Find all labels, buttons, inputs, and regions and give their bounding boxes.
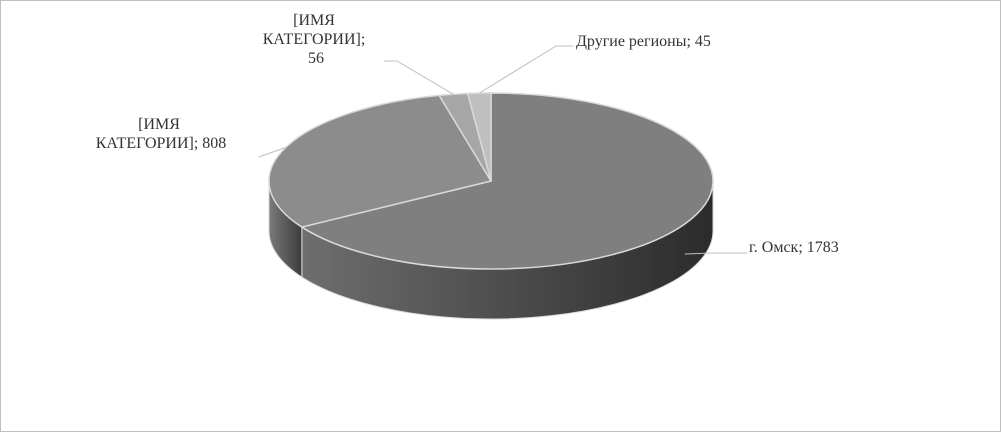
label-category-808: [ИМЯ КАТЕГОРИИ]; 808 xyxy=(96,116,227,152)
leader-line-3 xyxy=(479,45,573,94)
leader-line-1 xyxy=(258,146,287,158)
label-category-56: [ИМЯ КАТЕГОРИИ]; 56 xyxy=(263,12,370,67)
leader-lines xyxy=(258,45,747,255)
leader-line-2 xyxy=(384,60,454,95)
leader-line-0 xyxy=(684,252,747,255)
pie-slice-0 xyxy=(299,92,714,270)
label-other-regions: Другие регионы; 45 xyxy=(576,33,711,50)
pie-slices xyxy=(268,92,714,270)
label-omsk: г. Омск; 1783 xyxy=(749,239,839,256)
data-labels: г. Омск; 1783 [ИМЯ КАТЕГОРИИ]; 808 [ИМЯ … xyxy=(96,12,839,256)
